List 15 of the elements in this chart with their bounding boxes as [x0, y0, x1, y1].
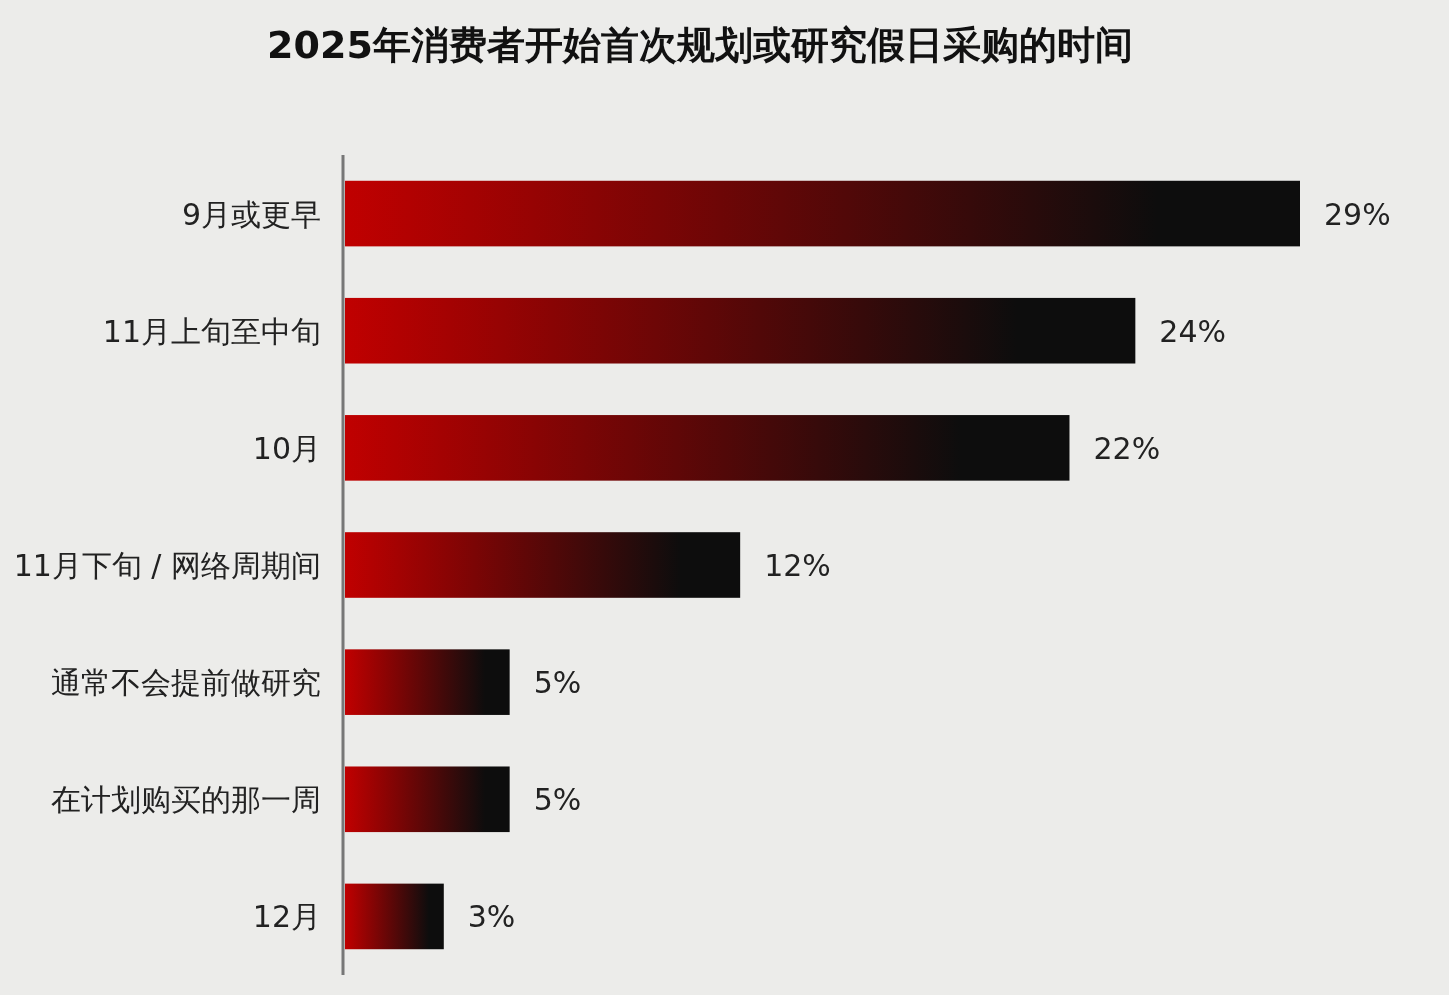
y-tick-label: 11月下旬 / 网络周期间 [13, 548, 321, 583]
y-tick-label: 在计划购买的那一周 [51, 782, 321, 818]
y-tick-label: 10月 [252, 430, 321, 466]
data-label: 24% [1159, 313, 1227, 349]
data-label: 22% [1093, 430, 1161, 466]
y-tick-label: 11月上旬至中旬 [102, 313, 321, 349]
data-label: 5% [533, 665, 582, 701]
data-label: 5% [533, 782, 582, 818]
y-tick-label: 12月 [252, 899, 321, 935]
y-tick-label: 9月或更早 [181, 196, 321, 232]
data-label: 29% [1324, 196, 1391, 232]
y-tick-label: 通常不会提前做研究 [51, 665, 321, 701]
chart-title: 2025年消费者开始首次规划或研究假日采购的时间 [267, 23, 1133, 67]
data-label: 12% [764, 548, 831, 583]
data-label: 3% [467, 899, 516, 935]
